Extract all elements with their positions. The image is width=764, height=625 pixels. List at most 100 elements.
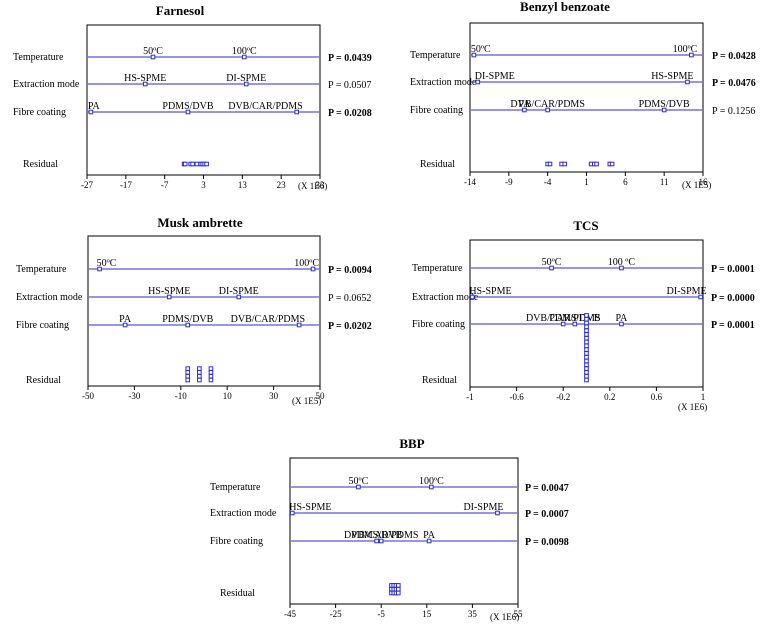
residual-point bbox=[584, 362, 589, 368]
chart-panel-3: TCS Temperature 50ºC 100 ºC P = 0.0001 Extrac… bbox=[412, 218, 755, 412]
level-marker bbox=[698, 294, 703, 300]
x-tick-label: 35 bbox=[468, 609, 478, 619]
p-value: P = 0.0000 bbox=[711, 293, 755, 304]
factor-label: Extraction mode bbox=[16, 292, 83, 303]
level-marker bbox=[549, 265, 554, 271]
level-label: PA bbox=[119, 314, 132, 325]
level-label: DVB/CAR/PDMS bbox=[228, 101, 302, 112]
level-label: DVB/CAR/PDMS bbox=[344, 530, 418, 541]
level-label: DI-SPME bbox=[219, 286, 259, 297]
residual-point bbox=[185, 377, 191, 383]
level-label: PDMS/DVB bbox=[549, 313, 600, 324]
x-tick-label: -50 bbox=[82, 391, 94, 401]
chart-panel-4: BBP Temperature 50ºC 100ºC P = 0.0047 Extract… bbox=[210, 436, 569, 622]
axis-scale-label: (X 1E6) bbox=[678, 402, 707, 412]
factor-label: Extraction mode bbox=[210, 508, 277, 519]
x-tick-label: -17 bbox=[120, 180, 132, 190]
x-tick-label: 15 bbox=[422, 609, 432, 619]
residual-point bbox=[584, 366, 589, 371]
level-label: HS-SPME bbox=[651, 71, 693, 82]
level-label: 50ºC bbox=[97, 258, 117, 269]
axis-scale-label: (X 1E5) bbox=[682, 180, 711, 190]
chart-panel-2: Musk ambrette Temperature 50ºC 100ºC P = 0.0… bbox=[16, 215, 372, 406]
residual-label: Residual bbox=[23, 159, 58, 170]
factor-label: Temperature bbox=[13, 52, 64, 63]
x-tick-label: -1 bbox=[466, 392, 474, 402]
level-marker bbox=[560, 321, 566, 327]
level-label: HS-SPME bbox=[148, 286, 190, 297]
p-value: P = 0.0208 bbox=[328, 108, 372, 119]
residual-label: Residual bbox=[420, 159, 455, 170]
axis-scale-label: (X 1E6) bbox=[490, 612, 519, 622]
level-label: DVB/CAR/PDMS bbox=[510, 99, 584, 110]
p-value: P = 0.0047 bbox=[525, 483, 569, 494]
p-value: P = 0.0098 bbox=[525, 537, 569, 548]
chart-title: BBP bbox=[399, 436, 424, 451]
level-label: PA bbox=[88, 101, 101, 112]
residual-point bbox=[185, 370, 191, 375]
residual-point bbox=[208, 366, 214, 371]
residual-point bbox=[396, 586, 401, 592]
residual-label: Residual bbox=[220, 588, 255, 599]
residual-point bbox=[185, 373, 191, 379]
level-marker bbox=[619, 265, 624, 271]
plot-frame bbox=[469, 22, 704, 173]
p-value: P = 0.0202 bbox=[328, 321, 372, 332]
residual-point bbox=[584, 313, 589, 318]
residual-point bbox=[396, 583, 401, 588]
residual-point bbox=[584, 332, 589, 337]
level-label: PDMS/DVB bbox=[162, 101, 213, 112]
level-label: PA bbox=[423, 530, 436, 541]
level-label: 50ºC bbox=[471, 44, 491, 55]
residual-point bbox=[190, 161, 195, 167]
level-marker bbox=[97, 266, 102, 272]
level-label: DVB/CAR/PDMS bbox=[231, 314, 305, 325]
level-marker bbox=[310, 266, 316, 272]
level-marker bbox=[88, 109, 94, 115]
x-tick-label: -0.2 bbox=[556, 392, 570, 402]
x-tick-label: 55 bbox=[514, 609, 524, 619]
plot-frame bbox=[469, 239, 704, 388]
residual-point bbox=[584, 354, 589, 360]
level-marker bbox=[241, 54, 247, 60]
level-label: DVB/CAR/PDMS bbox=[526, 313, 600, 324]
residual-point bbox=[584, 377, 589, 383]
x-tick-label: 50 bbox=[316, 391, 326, 401]
level-label: 50ºC bbox=[349, 476, 369, 487]
p-value: P = 0.0094 bbox=[328, 265, 372, 276]
x-tick-label: -9 bbox=[505, 177, 513, 187]
x-tick-label: -25 bbox=[330, 609, 342, 619]
plot-frame bbox=[87, 235, 321, 387]
factor-label: Extraction mode bbox=[410, 77, 477, 88]
level-marker bbox=[294, 109, 299, 115]
residual-point bbox=[584, 351, 589, 356]
factor-label: Fibre coating bbox=[210, 536, 263, 547]
level-label: 50ºC bbox=[542, 257, 562, 268]
level-label: PA bbox=[616, 313, 629, 324]
p-value: P = 0.0476 bbox=[712, 78, 756, 89]
x-tick-label: 1 bbox=[584, 177, 589, 187]
level-marker bbox=[475, 79, 481, 85]
axis-scale-label: (X 1E6) bbox=[298, 181, 327, 191]
level-marker bbox=[429, 484, 434, 490]
x-tick-label: -4 bbox=[544, 177, 552, 187]
x-tick-label: -0.6 bbox=[509, 392, 524, 402]
level-label: 50ºC bbox=[143, 46, 163, 57]
residual-point bbox=[584, 316, 589, 322]
x-tick-label: -7 bbox=[161, 180, 169, 190]
level-marker bbox=[378, 538, 384, 544]
factor-label: Fibre coating bbox=[412, 319, 465, 330]
residual-point bbox=[547, 161, 553, 167]
level-marker bbox=[185, 322, 191, 328]
plot-frame bbox=[289, 457, 519, 605]
factor-label: Temperature bbox=[16, 264, 67, 275]
residual-point bbox=[609, 161, 615, 167]
factor-label: Fibre coating bbox=[13, 107, 66, 118]
level-marker bbox=[470, 294, 475, 300]
x-tick-label: 16 bbox=[699, 177, 709, 187]
residual-point bbox=[208, 370, 214, 375]
p-value: P = 0.0439 bbox=[328, 53, 372, 64]
chart-title: Musk ambrette bbox=[157, 215, 243, 230]
residual-point bbox=[562, 161, 568, 167]
